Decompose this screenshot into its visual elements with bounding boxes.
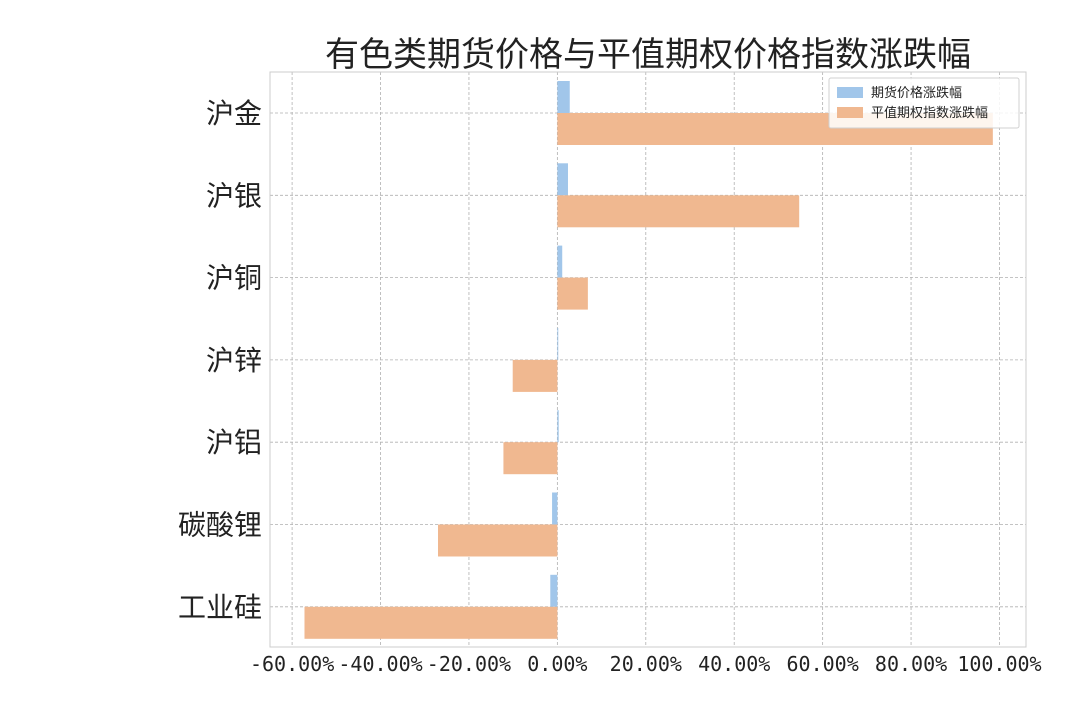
legend-entry: 平值期权指数涨跌幅 <box>871 105 988 121</box>
legend-entry: 期货价格涨跌幅 <box>871 85 962 101</box>
legend-swatch <box>837 107 863 118</box>
legend-swatch <box>837 87 863 98</box>
bar-option-index <box>557 195 800 228</box>
x-tick-label: -60.00% <box>250 652 334 676</box>
bar-futures <box>557 81 570 113</box>
bar-futures <box>550 574 558 607</box>
x-tick-label: 20.00% <box>610 652 682 676</box>
bars-layer <box>304 81 993 639</box>
bar-option-index <box>557 277 588 310</box>
category-label: 碳酸锂 <box>178 509 262 542</box>
x-tick-label: 80.00% <box>875 652 947 676</box>
category-label: 沪金 <box>206 97 262 130</box>
bar-futures <box>557 245 563 278</box>
axis-layer: -60.00% -40.00% -20.00% 0.00% 20.00% 40.00% 60… <box>178 97 1042 676</box>
legend-box <box>828 77 1020 129</box>
x-tick-label: 60.00% <box>787 652 859 676</box>
category-label: 沪铝 <box>206 426 262 459</box>
category-label: 沪锌 <box>206 344 262 377</box>
bar-futures <box>557 327 559 360</box>
bar-option-index <box>438 524 558 557</box>
bar-futures <box>552 492 558 525</box>
x-tick-label: 0.00% <box>527 652 587 676</box>
category-label: 工业硅 <box>178 591 262 624</box>
bar-futures <box>557 410 559 443</box>
grid-layer <box>270 72 1026 647</box>
x-tick-label: -40.00% <box>338 652 422 676</box>
bar-option-index <box>304 606 558 639</box>
x-tick-label: 40.00% <box>698 652 770 676</box>
bar-option-index <box>512 359 558 392</box>
category-label: 沪银 <box>206 179 262 212</box>
plot-frame <box>269 71 1027 648</box>
x-tick-label: -20.00% <box>427 652 511 676</box>
chart-title: 有色类期货价格与平值期权价格指数涨跌幅 <box>325 35 971 75</box>
category-label: 沪铜 <box>206 262 262 295</box>
bar-futures <box>557 163 568 196</box>
x-tick-label: 100.00% <box>957 652 1041 676</box>
bar-option-index <box>503 442 558 475</box>
